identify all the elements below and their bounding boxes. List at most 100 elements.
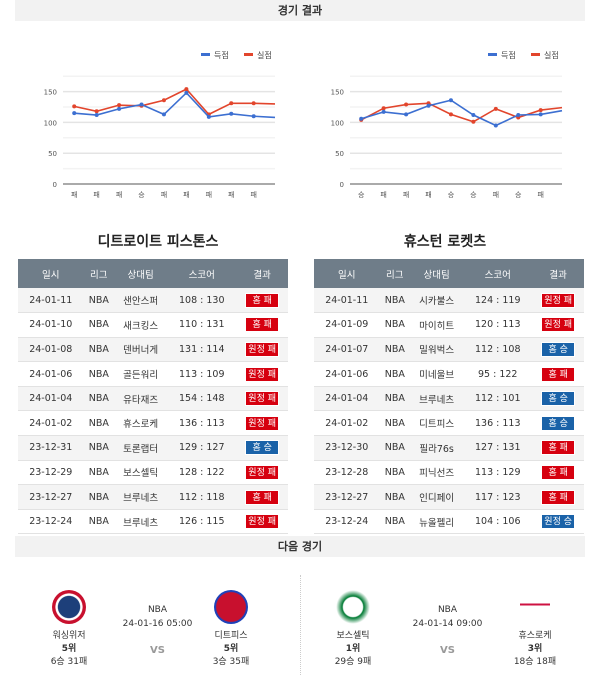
table-row[interactable]: 24-01-08 NBA 덴버너게 131 : 114 원정 패: [18, 337, 288, 363]
result-badge: 홈 패: [541, 464, 576, 480]
score-cell: 104 : 106: [463, 509, 533, 535]
legend-conceded-label: 실점: [257, 50, 272, 60]
legend-conceded-swatch: [531, 53, 540, 56]
opponent-cell: 브루네츠: [114, 509, 168, 535]
x-tick-label: 승: [358, 191, 365, 199]
result-badge: 홈 패: [245, 489, 280, 505]
data-point: [117, 106, 122, 111]
result-badge: 원정 패: [541, 292, 576, 308]
houston-title: 휴스턴 로켓츠: [403, 234, 487, 250]
table-header: 일시 리그 상대팀 스코어 결과: [18, 259, 288, 288]
table-row[interactable]: 24-01-10 NBA 새크킹스 110 : 131 홈 패: [18, 312, 288, 338]
league-cell: NBA: [83, 288, 115, 314]
result-cell: 홈 승: [236, 435, 288, 461]
league-cell: NBA: [83, 460, 115, 486]
league: NBA: [147, 605, 168, 615]
x-tick-label: 패: [206, 190, 212, 199]
data-point: [538, 108, 543, 113]
legend-scored-swatch: [201, 53, 210, 56]
date-cell: 23-12-30: [314, 435, 380, 461]
result-cell: 원정 패: [236, 361, 288, 387]
x-tick-label: 패: [116, 190, 122, 199]
legend-scored-swatch: [488, 53, 497, 56]
league-cell: NBA: [379, 410, 411, 437]
score-cell: 112 : 118: [167, 484, 237, 510]
data-point: [117, 103, 122, 108]
x-tick-label: 패: [250, 190, 256, 199]
result-cell: 홈 패: [236, 288, 288, 314]
table-row[interactable]: 24-01-04 NBA 유타재즈 154 : 148 원정 패: [18, 386, 288, 412]
result-badge: 원정 패: [541, 317, 576, 333]
x-tick-label: 승: [515, 191, 522, 199]
x-tick-label: 패: [161, 190, 167, 199]
result-cell: 원정 패: [236, 386, 288, 412]
league-cell: NBA: [379, 312, 411, 338]
result-badge: 원정 패: [245, 514, 280, 530]
table-row[interactable]: 23-12-24 NBA 브루네츠 126 : 115 원정 패: [18, 509, 288, 535]
date-cell: 24-01-02: [18, 410, 84, 437]
next-game-card[interactable]: 보스셀틱 1위 29승 9패 NBA 24-01-14 09:00 VS 휴스로…: [310, 590, 585, 670]
score-cell: 112 : 101: [463, 386, 533, 412]
next-game-card[interactable]: 워싱위저 5위 6승 31패 NBA 24-01-16 05:00 VS 디트피…: [20, 590, 295, 670]
home-team: 워싱위저 5위 6승 31패: [34, 590, 104, 667]
date-cell: 24-01-08: [18, 337, 84, 363]
result-badge: 원정 승: [541, 514, 576, 530]
result-cell: 홈 패: [532, 435, 584, 461]
table-row[interactable]: 24-01-11 NBA 샌안스퍼 108 : 130 홈 패: [18, 288, 288, 314]
data-point: [448, 98, 453, 103]
detroit-chart: 0 50 100 150 패 패 패 승 패 패 패 패 패 득점 실점: [18, 40, 298, 210]
table-row[interactable]: 24-01-04 NBA 브루네츠 112 : 101 홈 승: [314, 386, 584, 412]
x-tick-label: 패: [380, 190, 386, 199]
team-name: 워싱위저: [52, 631, 86, 641]
league: NBA: [437, 605, 458, 615]
table-row[interactable]: 24-01-06 NBA 골든워리 113 : 109 원정 패: [18, 361, 288, 387]
table-row[interactable]: 23-12-28 NBA 피닉선즈 113 : 129 홈 패: [314, 460, 584, 486]
table-row[interactable]: 24-01-02 NBA 디트피스 136 : 113 홈 승: [314, 410, 584, 437]
table-row[interactable]: 23-12-31 NBA 토론랩터 129 : 127 홈 승: [18, 435, 288, 461]
score-cell: 110 : 131: [167, 312, 237, 338]
data-point: [229, 111, 234, 116]
legend-conceded-label: 실점: [544, 50, 559, 60]
x-tick-label: 패: [71, 190, 77, 199]
table-row[interactable]: 24-01-02 NBA 휴스로케 136 : 113 원정 패: [18, 410, 288, 437]
date-cell: 23-12-24: [18, 509, 84, 535]
data-point: [94, 113, 99, 118]
column-header: 상대팀: [114, 259, 168, 288]
game-info: NBA 24-01-14 09:00 VS: [405, 605, 490, 656]
table-row[interactable]: 23-12-30 NBA 필라76s 127 : 131 홈 패: [314, 435, 584, 461]
data-point: [426, 103, 431, 108]
result-cell: 홈 패: [236, 312, 288, 338]
result-cell: 원정 패: [236, 337, 288, 363]
table-row[interactable]: 24-01-07 NBA 밀워벅스 112 : 108 홈 승: [314, 337, 584, 363]
date-cell: 24-01-04: [18, 386, 84, 412]
game-datetime: 24-01-14 09:00: [412, 619, 483, 629]
league-cell: NBA: [379, 509, 411, 535]
data-point: [139, 102, 144, 107]
result-cell: 홈 패: [236, 484, 288, 510]
game-info: NBA 24-01-16 05:00 VS: [115, 605, 200, 656]
table-row[interactable]: 24-01-06 NBA 미네울브 95 : 122 홈 패: [314, 361, 584, 387]
opponent-cell: 덴버너게: [114, 337, 168, 363]
opponent-cell: 피닉선즈: [410, 460, 464, 486]
score-cell: 126 : 115: [167, 509, 237, 535]
table-row[interactable]: 24-01-11 NBA 시카불스 124 : 119 원정 패: [314, 288, 584, 314]
league-cell: NBA: [83, 509, 115, 535]
table-header: 일시 리그 상대팀 스코어 결과: [314, 259, 584, 288]
result-badge: 원정 패: [245, 415, 280, 431]
opponent-cell: 브루네츠: [410, 386, 464, 412]
table-row[interactable]: 23-12-27 NBA 브루네츠 112 : 118 홈 패: [18, 484, 288, 510]
data-point: [471, 113, 476, 118]
team-name: 디트피스: [214, 631, 248, 641]
team-rank: 5위: [223, 644, 239, 654]
y-tick-label: 0: [53, 181, 57, 189]
table-row[interactable]: 23-12-24 NBA 뉴올펠리 104 : 106 원정 승: [314, 509, 584, 535]
y-tick-label: 0: [340, 181, 344, 189]
x-tick-label: 승: [470, 191, 477, 199]
opponent-cell: 미네울브: [410, 361, 464, 387]
table-row[interactable]: 24-01-09 NBA 마이히트 120 : 113 원정 패: [314, 312, 584, 338]
result-cell: 홈 승: [532, 410, 584, 437]
result-badge: 홈 패: [541, 440, 576, 456]
table-row[interactable]: 23-12-27 NBA 인디페이 117 : 123 홈 패: [314, 484, 584, 510]
data-point: [381, 106, 386, 111]
table-row[interactable]: 23-12-29 NBA 보스셀틱 128 : 122 원정 패: [18, 460, 288, 486]
